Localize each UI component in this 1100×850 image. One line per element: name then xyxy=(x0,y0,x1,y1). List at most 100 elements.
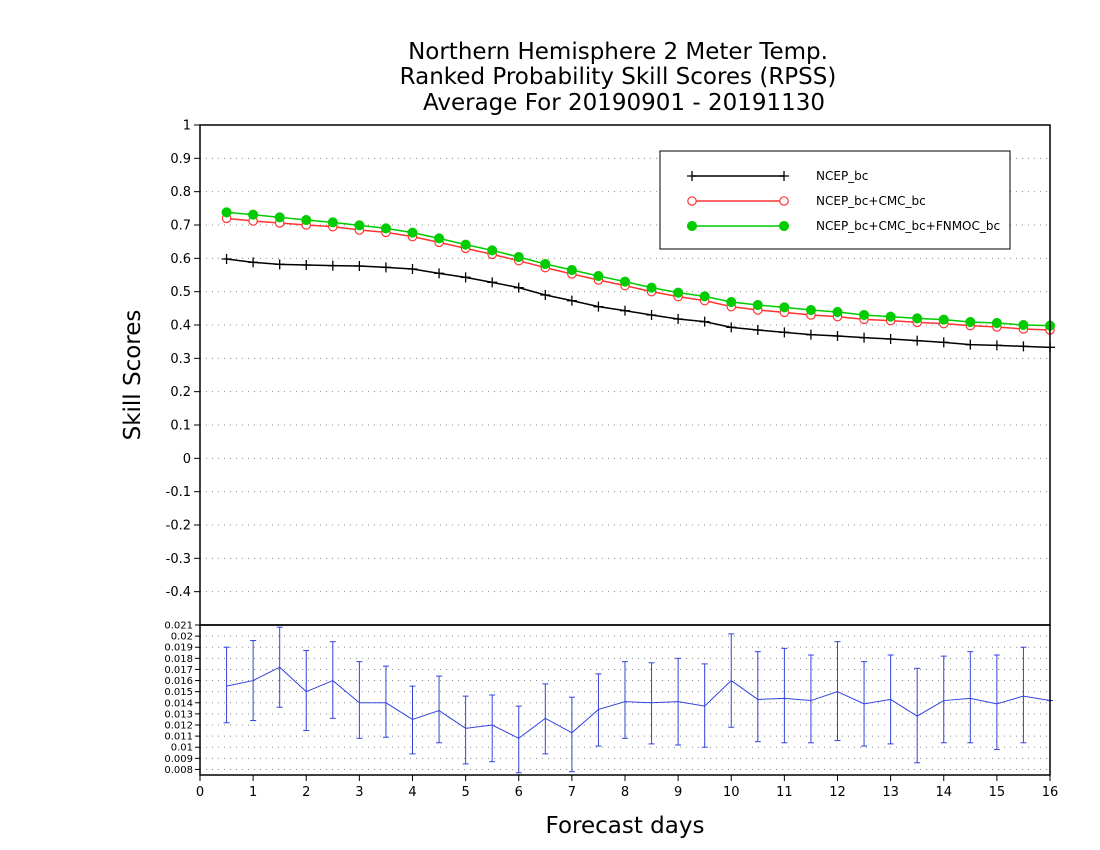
x-tick-label: 10 xyxy=(723,785,740,800)
sub-y-tick-labels: 0.0210.020.0190.0180.0170.0160.0150.0140… xyxy=(164,621,200,776)
legend-label: NCEP_bc+CMC_bc xyxy=(816,194,926,208)
filled-circle-marker xyxy=(859,309,870,321)
sub-y-tick-label: 0.016 xyxy=(164,676,193,687)
plus-marker xyxy=(1018,341,1029,352)
main-y-tick-label: 0.6 xyxy=(170,252,191,267)
x-tick-label: 5 xyxy=(461,785,469,800)
plus-marker xyxy=(991,340,1002,351)
sub-y-tick-label: 0.017 xyxy=(164,665,193,676)
filled-circle-marker xyxy=(274,212,285,223)
filled-circle-marker xyxy=(779,302,790,313)
open-circle-marker xyxy=(687,196,697,206)
sub-y-tick-label: 0.015 xyxy=(164,687,193,698)
sub-y-tick-label: 0.014 xyxy=(164,698,193,709)
sub-y-tick-label: 0.02 xyxy=(171,632,193,643)
main-y-tick-label: 0.1 xyxy=(170,419,191,434)
difference-series xyxy=(223,626,1053,774)
filled-circle-marker xyxy=(965,316,976,328)
filled-circle-marker xyxy=(566,264,577,276)
filled-circle-marker xyxy=(460,239,471,250)
x-tick-label: 13 xyxy=(882,785,899,800)
x-tick-label: 7 xyxy=(568,785,576,800)
plus-marker xyxy=(699,316,710,327)
legend-item: NCEP_bc+CMC_bc xyxy=(687,194,926,208)
plus-marker xyxy=(912,335,923,346)
series-ncep-bc xyxy=(221,254,1055,353)
plus-marker xyxy=(832,331,843,341)
sub-y-tick-label: 0.021 xyxy=(164,621,193,632)
main-y-tick-label: 0.4 xyxy=(170,319,191,334)
plus-marker xyxy=(274,259,285,270)
filled-circle-marker xyxy=(593,270,604,282)
filled-circle-marker xyxy=(540,258,551,270)
filled-circle-marker xyxy=(699,291,710,302)
sub-y-tick-label: 0.013 xyxy=(164,709,193,720)
plus-marker xyxy=(779,171,789,181)
plus-marker xyxy=(779,327,790,338)
filled-circle-marker xyxy=(513,251,524,263)
legend-item: NCEP_bc+CMC_bc+FNMOC_bc xyxy=(686,219,1000,233)
plus-marker xyxy=(646,310,657,320)
x-tick-label: 0 xyxy=(196,785,204,800)
x-tick-label: 15 xyxy=(989,785,1006,800)
plus-marker xyxy=(885,334,896,344)
difference-line xyxy=(226,666,1051,739)
plus-marker xyxy=(407,264,418,274)
sub-y-tick-label: 0.012 xyxy=(164,721,193,732)
legend-box xyxy=(659,150,1011,250)
main-y-tick-label: 0.8 xyxy=(170,185,191,200)
plus-marker xyxy=(965,339,976,350)
filled-circle-marker xyxy=(686,220,698,232)
main-y-tick-label: -0.2 xyxy=(166,519,191,534)
filled-circle-marker xyxy=(354,220,365,231)
plus-marker xyxy=(540,290,551,300)
plus-marker xyxy=(460,272,471,283)
main-y-tick-label: 0.7 xyxy=(170,219,191,234)
legend: NCEP_bc NCEP_bc+CMC_bc NCEP_bc+CMC_bc+FNMO… xyxy=(659,150,1011,250)
sub-y-tick-label: 0.018 xyxy=(164,654,193,665)
filled-circle-marker xyxy=(327,217,338,228)
plus-marker xyxy=(566,295,577,306)
x-tick-label: 16 xyxy=(1042,785,1059,800)
main-y-tick-label: -0.1 xyxy=(166,485,191,500)
x-tick-label: 12 xyxy=(829,785,846,800)
x-tick-label: 3 xyxy=(355,785,363,800)
filled-circle-marker xyxy=(646,282,657,293)
filled-circle-marker xyxy=(221,207,232,218)
filled-circle-marker xyxy=(805,304,816,316)
plus-marker xyxy=(301,260,312,270)
plus-marker xyxy=(434,268,445,279)
x-tick-label: 6 xyxy=(515,785,523,800)
x-tick-label: 11 xyxy=(776,785,793,800)
plus-marker xyxy=(938,337,949,348)
plus-marker xyxy=(513,282,524,293)
main-y-tick-label: 1 xyxy=(183,119,191,134)
chart-title-line-2: Ranked Probability Skill Scores (RPSS) xyxy=(400,64,837,90)
x-tick-label: 2 xyxy=(302,785,310,800)
sub-y-tick-label: 0.019 xyxy=(164,643,193,654)
x-tick-label: 1 xyxy=(249,785,257,800)
filled-circle-marker xyxy=(885,311,896,322)
filled-circle-marker xyxy=(991,317,1002,329)
chart-title-line-1: Northern Hemisphere 2 Meter Temp. xyxy=(408,39,828,65)
plus-marker xyxy=(327,260,338,271)
plus-marker xyxy=(380,262,391,273)
legend-label: NCEP_bc+CMC_bc+FNMOC_bc xyxy=(816,219,1000,233)
legend-item: NCEP_bc xyxy=(687,169,868,183)
plus-marker xyxy=(752,325,763,335)
chart-title-line-3: Average For 20190901 - 20191130 xyxy=(423,90,825,116)
sub-y-tick-label: 0.009 xyxy=(164,754,193,765)
filled-circle-marker xyxy=(1018,319,1029,331)
filled-circle-marker xyxy=(752,299,763,311)
filled-circle-marker xyxy=(912,313,923,324)
x-tick-label: 4 xyxy=(408,785,416,800)
main-y-tick-label: 0.9 xyxy=(170,152,191,167)
plus-marker xyxy=(726,322,737,333)
plus-marker xyxy=(221,254,232,264)
sub-y-tick-label: 0.008 xyxy=(164,765,193,776)
legend-label: NCEP_bc xyxy=(816,169,868,183)
x-tick-label: 9 xyxy=(674,785,682,800)
x-tick-labels: 0 1 2 3 4 5 6 7 8 9 10 11 12 13 14 15 16 xyxy=(196,775,1058,800)
filled-circle-marker xyxy=(487,245,498,256)
sub-y-tick-label: 0.011 xyxy=(164,732,193,743)
